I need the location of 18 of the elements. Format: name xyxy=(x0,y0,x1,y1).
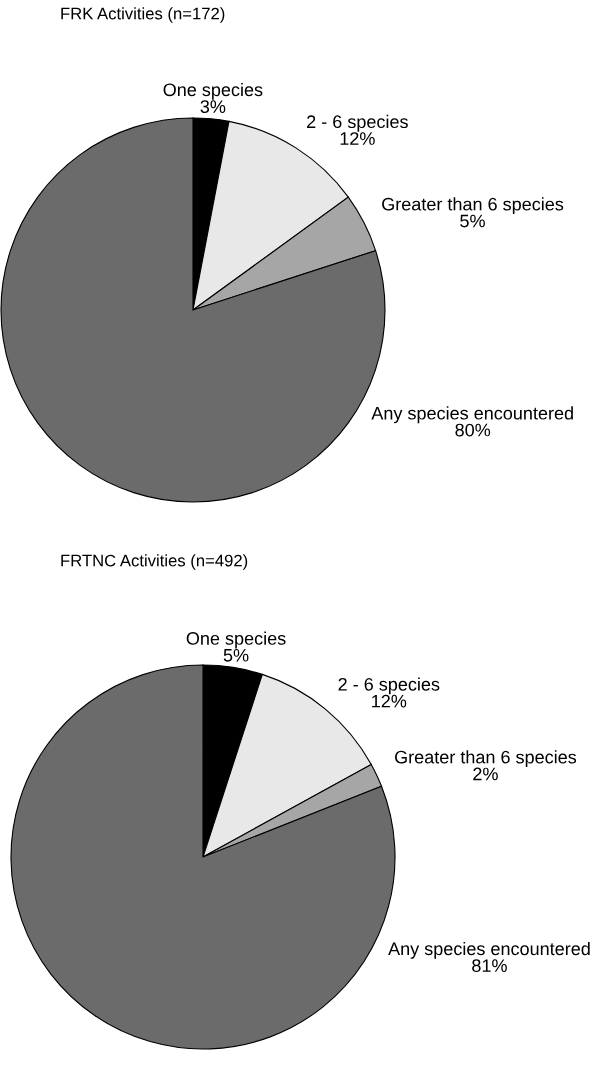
slice-label: Any species encountered xyxy=(371,406,573,424)
chart-title: FRK Activities (n=172) xyxy=(61,7,225,23)
slice-label: 2 - 6 species xyxy=(307,114,408,132)
data-label: 2% xyxy=(473,767,498,781)
slice-label: Any species encountered xyxy=(388,941,590,959)
slice-label: Greater than 6 species xyxy=(395,750,577,768)
data-label: 12% xyxy=(372,694,407,708)
slice-label: Greater than 6 species xyxy=(382,197,564,215)
data-label: 5% xyxy=(460,214,485,228)
slice-label: 2 - 6 species xyxy=(338,677,440,695)
slice-label: One species xyxy=(163,82,263,100)
slice-label: One species xyxy=(186,631,286,649)
data-label: 80% xyxy=(455,423,491,437)
data-label: 12% xyxy=(340,132,375,145)
data-label: 3% xyxy=(200,100,226,113)
data-label: 5% xyxy=(223,648,249,662)
chart-title: FRTNC Activities (n=492) xyxy=(61,554,248,570)
data-label: 81% xyxy=(472,959,507,973)
